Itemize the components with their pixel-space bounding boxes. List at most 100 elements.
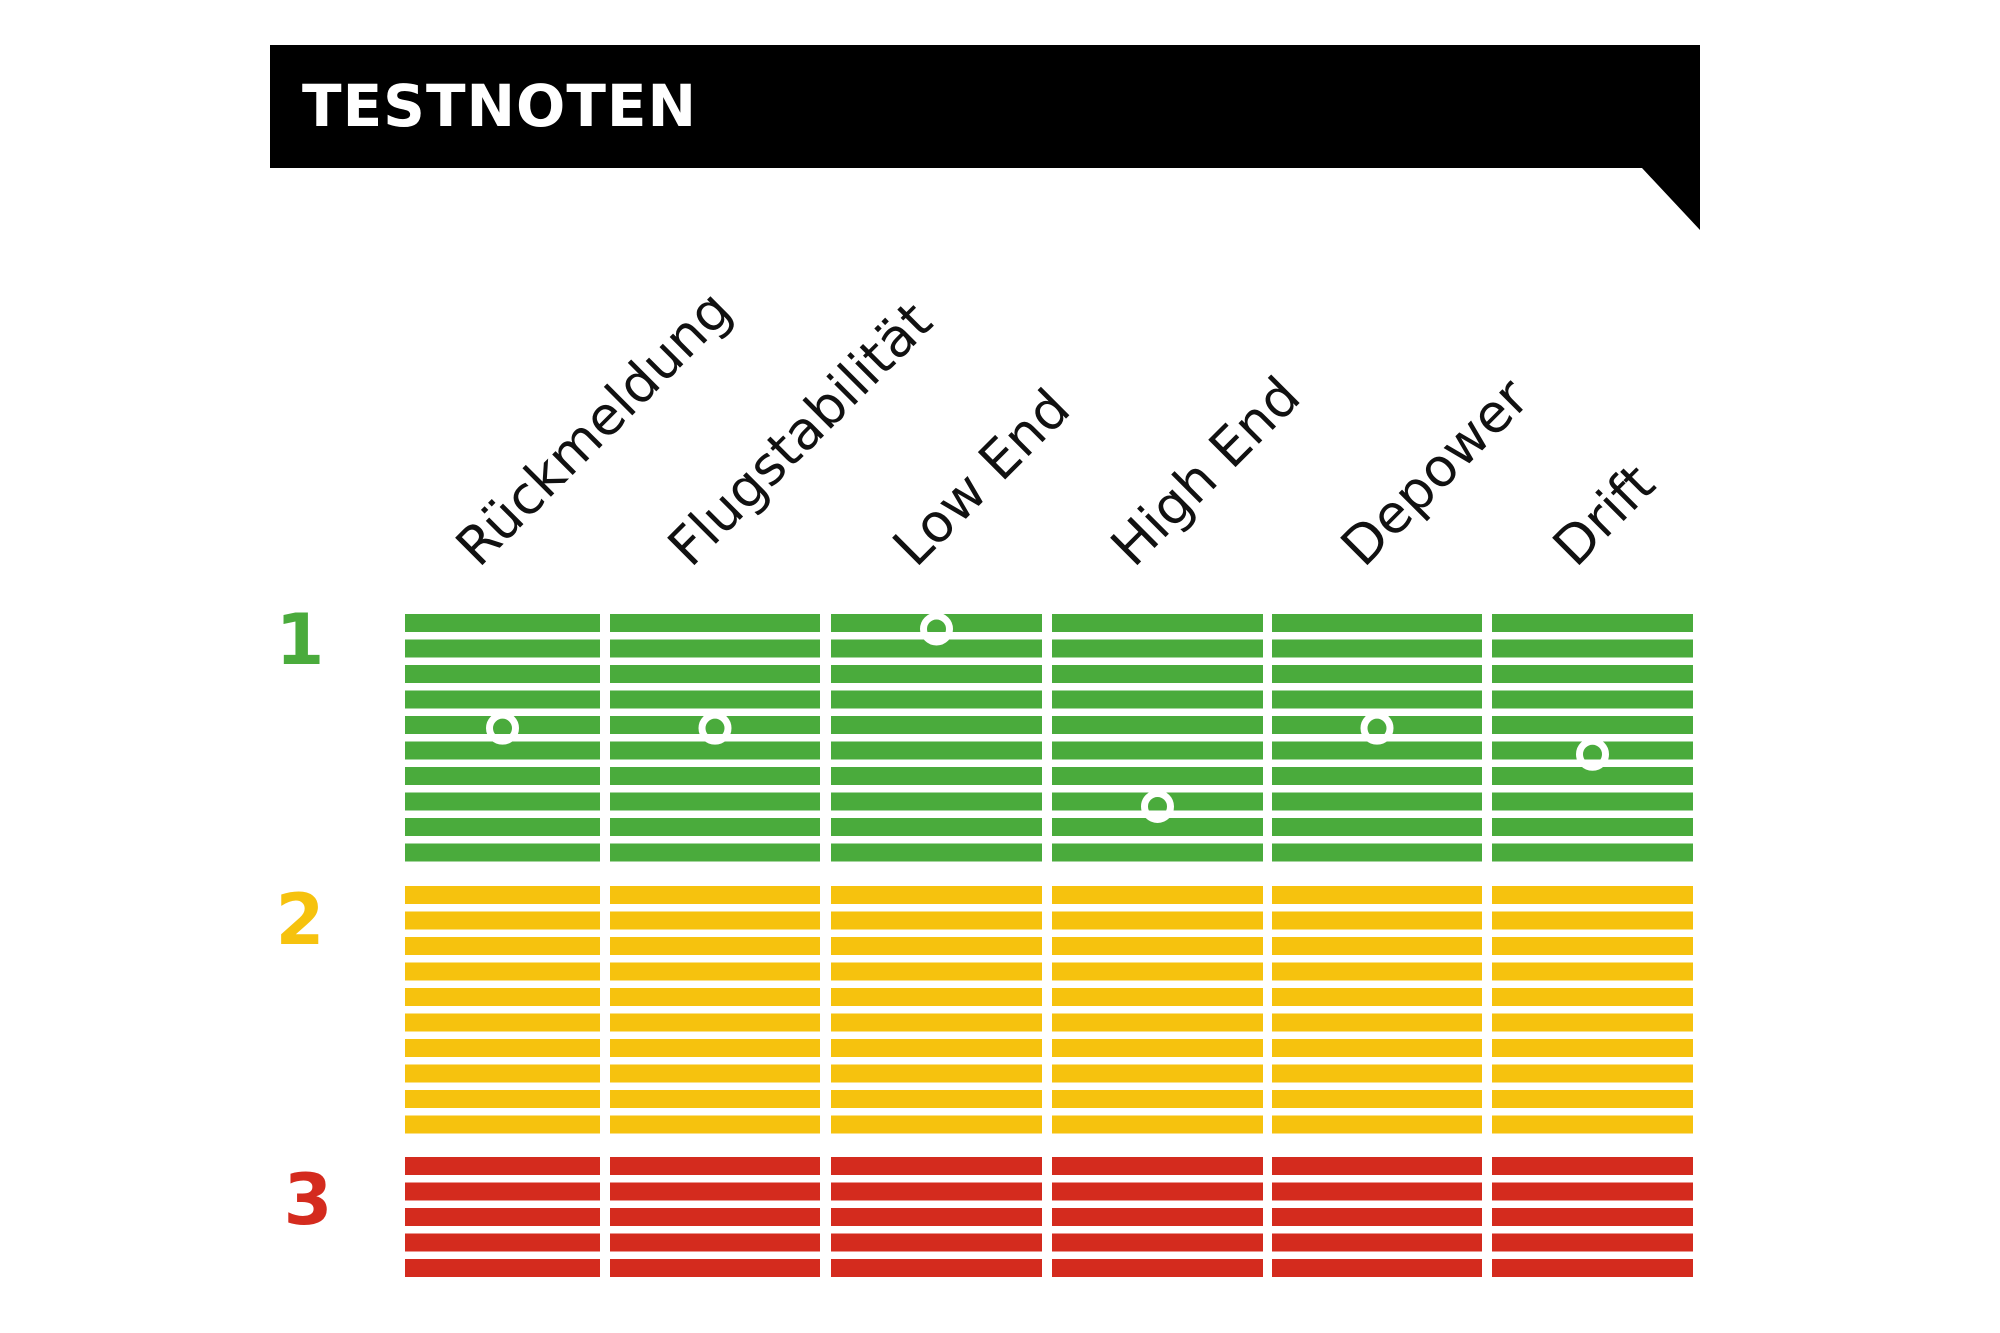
stripe bbox=[1492, 767, 1693, 785]
stripe bbox=[1272, 988, 1482, 1006]
stripe bbox=[1052, 690, 1263, 709]
stripe bbox=[1272, 911, 1482, 930]
stripe bbox=[610, 886, 820, 904]
stripe bbox=[1272, 937, 1482, 955]
stripe bbox=[610, 1090, 820, 1108]
stripe bbox=[1052, 1259, 1263, 1277]
stripe bbox=[1052, 741, 1263, 760]
stripe bbox=[831, 911, 1042, 930]
stripe bbox=[831, 741, 1042, 760]
stripe bbox=[610, 1208, 820, 1226]
stripe bbox=[831, 1064, 1042, 1083]
stripe bbox=[405, 1013, 600, 1032]
grade-3-band bbox=[405, 1157, 1693, 1277]
rating-marker bbox=[920, 612, 953, 646]
stripe bbox=[831, 690, 1042, 709]
stripe bbox=[1492, 716, 1693, 734]
stripe bbox=[405, 1090, 600, 1108]
stripe bbox=[831, 1208, 1042, 1226]
stripe bbox=[610, 911, 820, 930]
stripe bbox=[405, 1259, 600, 1277]
stripe bbox=[1052, 1208, 1263, 1226]
page-title: TESTNOTEN bbox=[302, 72, 698, 140]
stripe bbox=[610, 614, 820, 632]
stripe bbox=[405, 1115, 600, 1134]
stripe bbox=[405, 1157, 600, 1175]
stripe bbox=[1052, 911, 1263, 930]
stripe bbox=[610, 741, 820, 760]
stripe bbox=[405, 988, 600, 1006]
stripe bbox=[1492, 614, 1693, 632]
stripe bbox=[1052, 1090, 1263, 1108]
stripe bbox=[1052, 1182, 1263, 1201]
stripe bbox=[610, 818, 820, 836]
stripe bbox=[1492, 886, 1693, 904]
stripe bbox=[1052, 639, 1263, 658]
stripe bbox=[1272, 716, 1482, 734]
stripe bbox=[1052, 1233, 1263, 1252]
stripe bbox=[1492, 1115, 1693, 1134]
title-banner bbox=[270, 45, 1700, 230]
stripe bbox=[610, 690, 820, 709]
stripe bbox=[610, 1064, 820, 1083]
stripe bbox=[1052, 1064, 1263, 1083]
stripe bbox=[610, 1233, 820, 1252]
stripe bbox=[610, 1157, 820, 1175]
stripe bbox=[1492, 818, 1693, 836]
stripe bbox=[1272, 639, 1482, 658]
stripe bbox=[405, 1039, 600, 1057]
stripe bbox=[1052, 1039, 1263, 1057]
stripe bbox=[1272, 1259, 1482, 1277]
stripe bbox=[1272, 690, 1482, 709]
stripe bbox=[1052, 665, 1263, 683]
stripe bbox=[405, 818, 600, 836]
stripe bbox=[831, 792, 1042, 811]
stripe bbox=[831, 1090, 1042, 1108]
rating-marker bbox=[698, 711, 732, 745]
stripe bbox=[1052, 843, 1263, 862]
stripe bbox=[1052, 792, 1263, 811]
stripe bbox=[610, 937, 820, 955]
stripe bbox=[610, 767, 820, 785]
stripe bbox=[405, 690, 600, 709]
stripe bbox=[405, 741, 600, 760]
stripe bbox=[1272, 1039, 1482, 1057]
stripe bbox=[1272, 1208, 1482, 1226]
stripe bbox=[1492, 937, 1693, 955]
stripe bbox=[405, 614, 600, 632]
stripe bbox=[405, 792, 600, 811]
stripe bbox=[610, 639, 820, 658]
rating-marker bbox=[486, 711, 519, 745]
stripe bbox=[610, 665, 820, 683]
grade-2-band bbox=[405, 886, 1693, 1134]
stripe bbox=[1272, 962, 1482, 981]
stripe bbox=[831, 614, 1042, 632]
stripe bbox=[1052, 988, 1263, 1006]
stripe bbox=[405, 1064, 600, 1083]
stripe bbox=[1272, 1115, 1482, 1134]
stripe bbox=[831, 1157, 1042, 1175]
stripe bbox=[1492, 962, 1693, 981]
stripe bbox=[1492, 792, 1693, 811]
stripe bbox=[1492, 1182, 1693, 1201]
stripe bbox=[405, 962, 600, 981]
stripe bbox=[1052, 937, 1263, 955]
stripe bbox=[405, 1182, 600, 1201]
stripe bbox=[1052, 1157, 1263, 1175]
grade-label: 1 bbox=[275, 599, 325, 681]
stripe bbox=[1052, 962, 1263, 981]
stripe bbox=[1492, 1090, 1693, 1108]
stripe bbox=[831, 962, 1042, 981]
stripe bbox=[610, 843, 820, 862]
stripe bbox=[1272, 665, 1482, 683]
stripe bbox=[1052, 614, 1263, 632]
stripe bbox=[831, 1182, 1042, 1201]
stripe bbox=[1272, 1182, 1482, 1201]
stripe bbox=[610, 988, 820, 1006]
markers bbox=[486, 612, 1609, 823]
stripe bbox=[831, 886, 1042, 904]
stripe bbox=[610, 1013, 820, 1032]
stripe bbox=[1492, 741, 1693, 760]
stripe bbox=[1272, 1013, 1482, 1032]
stripe bbox=[1492, 1013, 1693, 1032]
